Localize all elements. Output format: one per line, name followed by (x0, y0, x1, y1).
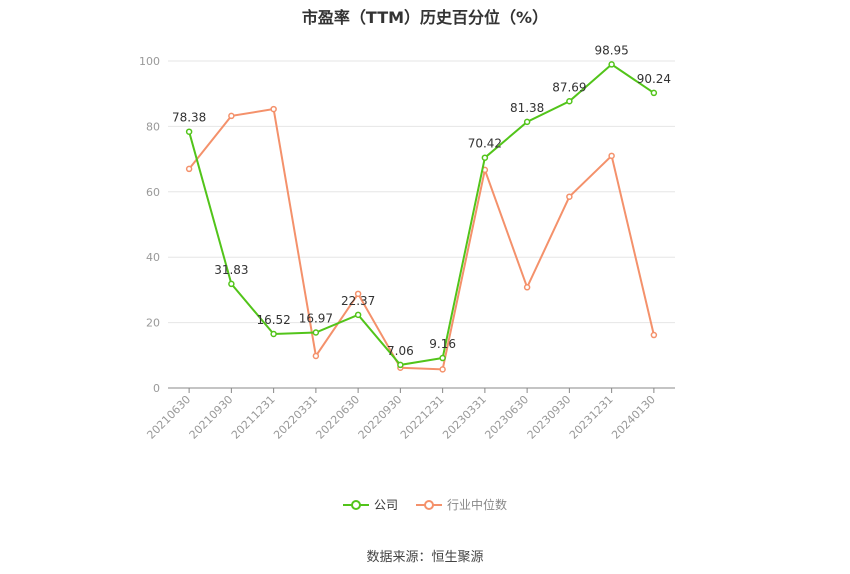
data-point (312, 329, 320, 336)
data-point (523, 284, 531, 291)
legend: 公司 行业中位数 (0, 496, 850, 513)
data-point (270, 105, 277, 113)
y-tick-label: 60 (146, 186, 160, 199)
data-label: 16.52 (256, 313, 290, 327)
data-label: 7.06 (387, 344, 414, 358)
series-line (188, 63, 655, 366)
data-point (439, 354, 446, 362)
legend-item-company[interactable]: 公司 (342, 496, 398, 513)
y-tick-label: 40 (146, 251, 160, 264)
x-tick-label: 20220331 (271, 393, 320, 442)
data-point (439, 366, 446, 373)
legend-industry-marker (416, 499, 442, 510)
data-point (185, 165, 193, 173)
data-label-layer: 78.38 31.83 16.52 16.97 22.37 7.06 9.16 70.42 81… (172, 43, 671, 357)
data-label: 16.97 (299, 312, 333, 326)
legend-item-industry-median[interactable]: 行业中位数 (416, 496, 507, 513)
x-tick-label: 20211231 (229, 393, 278, 442)
data-point (354, 290, 362, 298)
data-label: 22.37 (341, 294, 375, 308)
x-tick-label: 20230630 (482, 393, 531, 442)
series-line (188, 107, 655, 371)
data-point (354, 311, 362, 319)
chart-title: 市盈率（TTM）历史百分位（%） (301, 8, 549, 27)
legend-company-label: 公司 (373, 498, 398, 512)
data-point (185, 128, 193, 135)
data-point (650, 331, 658, 339)
data-label: 9.16 (429, 337, 456, 351)
data-point (270, 330, 277, 338)
data-point (228, 280, 235, 288)
x-tick-label: 20231231 (567, 393, 616, 442)
data-label: 31.83 (214, 263, 248, 277)
data-point (312, 352, 320, 360)
y-tick-label: 80 (146, 120, 160, 133)
data-point (608, 152, 615, 160)
data-label: 81.38 (510, 101, 544, 115)
data-point (650, 89, 658, 97)
data-point (523, 118, 531, 126)
data-label: 90.24 (637, 72, 671, 86)
x-tick-label: 20220630 (313, 393, 362, 442)
x-tick-label: 20210630 (144, 393, 193, 442)
data-point (608, 61, 615, 68)
y-tick-label: 0 (153, 382, 160, 395)
legend-industry-label: 行业中位数 (447, 498, 508, 512)
x-tick-label: 20221231 (398, 393, 447, 442)
legend-company-marker (342, 499, 369, 510)
y-tick-label: 100 (139, 55, 160, 68)
data-point (228, 112, 235, 120)
data-point (566, 193, 573, 200)
data-source: 数据来源：恒生聚源 (366, 550, 484, 565)
data-point (566, 98, 573, 105)
data-label: 70.42 (468, 137, 502, 151)
x-tick-label: 20240130 (609, 393, 658, 442)
x-tick-label: 20210930 (187, 393, 236, 442)
x-tick-label: 20220930 (356, 393, 405, 442)
grid-layer (168, 60, 675, 324)
x-tick-label: 20230331 (440, 393, 489, 442)
data-label: 78.38 (172, 111, 206, 125)
series-layer (185, 61, 658, 373)
x-tick-label: 20230930 (525, 393, 574, 442)
axis-layer: 0204060801002021063020210930202112312022… (139, 55, 675, 442)
data-point (397, 361, 404, 369)
data-label: 87.69 (552, 80, 586, 94)
data-label: 98.95 (594, 43, 628, 57)
y-tick-label: 20 (146, 317, 160, 330)
data-point (481, 154, 489, 161)
